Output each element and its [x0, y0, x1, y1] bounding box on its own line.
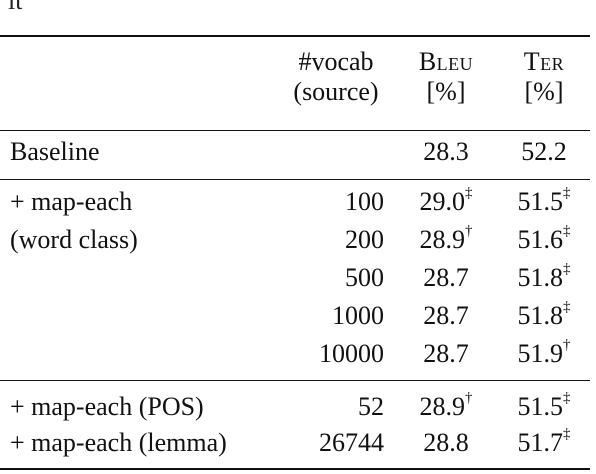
ter-cell: 51.5‡ — [500, 390, 588, 422]
bleu-value: 28.8 — [423, 428, 469, 457]
significance-mark: ‡ — [563, 223, 571, 240]
clipped-text-fragment: ıt — [8, 0, 23, 15]
header-vocab: #vocab (source) — [293, 47, 379, 106]
row-label: (word class) — [10, 225, 138, 254]
row-label: Baseline — [10, 137, 100, 166]
bleu-cell: 28.9† — [402, 390, 490, 422]
ter-cell: 52.2 — [500, 137, 588, 167]
vocab-cell: 10000 — [319, 339, 384, 368]
baseline-rule — [0, 179, 590, 180]
ter-cell: 51.8‡ — [500, 299, 588, 331]
bottom-rule — [0, 468, 590, 470]
top-rule — [0, 35, 590, 37]
ter-cell: 51.7‡ — [500, 426, 588, 458]
significance-mark: † — [563, 337, 571, 354]
ter-value: 51.8 — [517, 263, 564, 292]
significance-mark: ‡ — [563, 261, 571, 278]
significance-mark: ‡ — [563, 299, 571, 316]
vocab-cell: 1000 — [332, 301, 384, 330]
header-bleu: Bleu [%] — [418, 47, 474, 106]
ter-value: 51.5 — [517, 392, 564, 421]
bleu-value: 28.7 — [423, 339, 469, 368]
ter-value: 51.8 — [517, 301, 564, 330]
significance-mark: † — [465, 223, 473, 240]
ter-value: 51.7 — [517, 428, 564, 457]
vocab-cell: 200 — [345, 225, 384, 254]
vocab-cell: 500 — [345, 263, 384, 292]
ter-cell: 51.9† — [500, 337, 588, 369]
bleu-cell: 28.7 — [402, 263, 490, 293]
vocab-cell: 52 — [358, 392, 384, 421]
bleu-value: 28.3 — [423, 137, 469, 166]
vocab-cell: 100 — [345, 187, 384, 216]
significance-mark: ‡ — [563, 390, 571, 407]
ter-cell: 51.8‡ — [500, 261, 588, 293]
ter-cell: 51.5‡ — [500, 185, 588, 217]
bleu-cell: 28.7 — [402, 301, 490, 331]
bleu-cell: 28.8 — [402, 428, 490, 458]
row-label: + map-each (POS) — [10, 392, 204, 421]
bleu-value: 28.9 — [419, 225, 466, 254]
header-rule — [0, 130, 590, 131]
ter-value: 52.2 — [521, 137, 567, 166]
row-label: + map-each (lemma) — [10, 428, 227, 457]
significance-mark: † — [465, 390, 473, 407]
ter-value: 51.5 — [517, 187, 564, 216]
vocab-cell: 26744 — [319, 428, 384, 457]
bleu-cell: 28.9† — [402, 223, 490, 255]
bleu-cell: 28.3 — [402, 137, 490, 167]
bleu-value: 28.7 — [423, 263, 469, 292]
bleu-value: 28.9 — [419, 392, 466, 421]
significance-mark: ‡ — [563, 185, 571, 202]
row-label: + map-each — [10, 187, 133, 216]
bleu-value: 29.0 — [419, 187, 466, 216]
bleu-cell: 28.7 — [402, 339, 490, 369]
significance-mark: ‡ — [563, 426, 571, 443]
bleu-value: 28.7 — [423, 301, 469, 330]
significance-mark: ‡ — [465, 185, 473, 202]
bleu-cell: 29.0‡ — [402, 185, 490, 217]
ter-value: 51.9 — [517, 339, 564, 368]
header-ter: Ter [%] — [523, 47, 565, 106]
ter-value: 51.6 — [517, 225, 564, 254]
ter-cell: 51.6‡ — [500, 223, 588, 255]
group-rule — [0, 380, 590, 381]
